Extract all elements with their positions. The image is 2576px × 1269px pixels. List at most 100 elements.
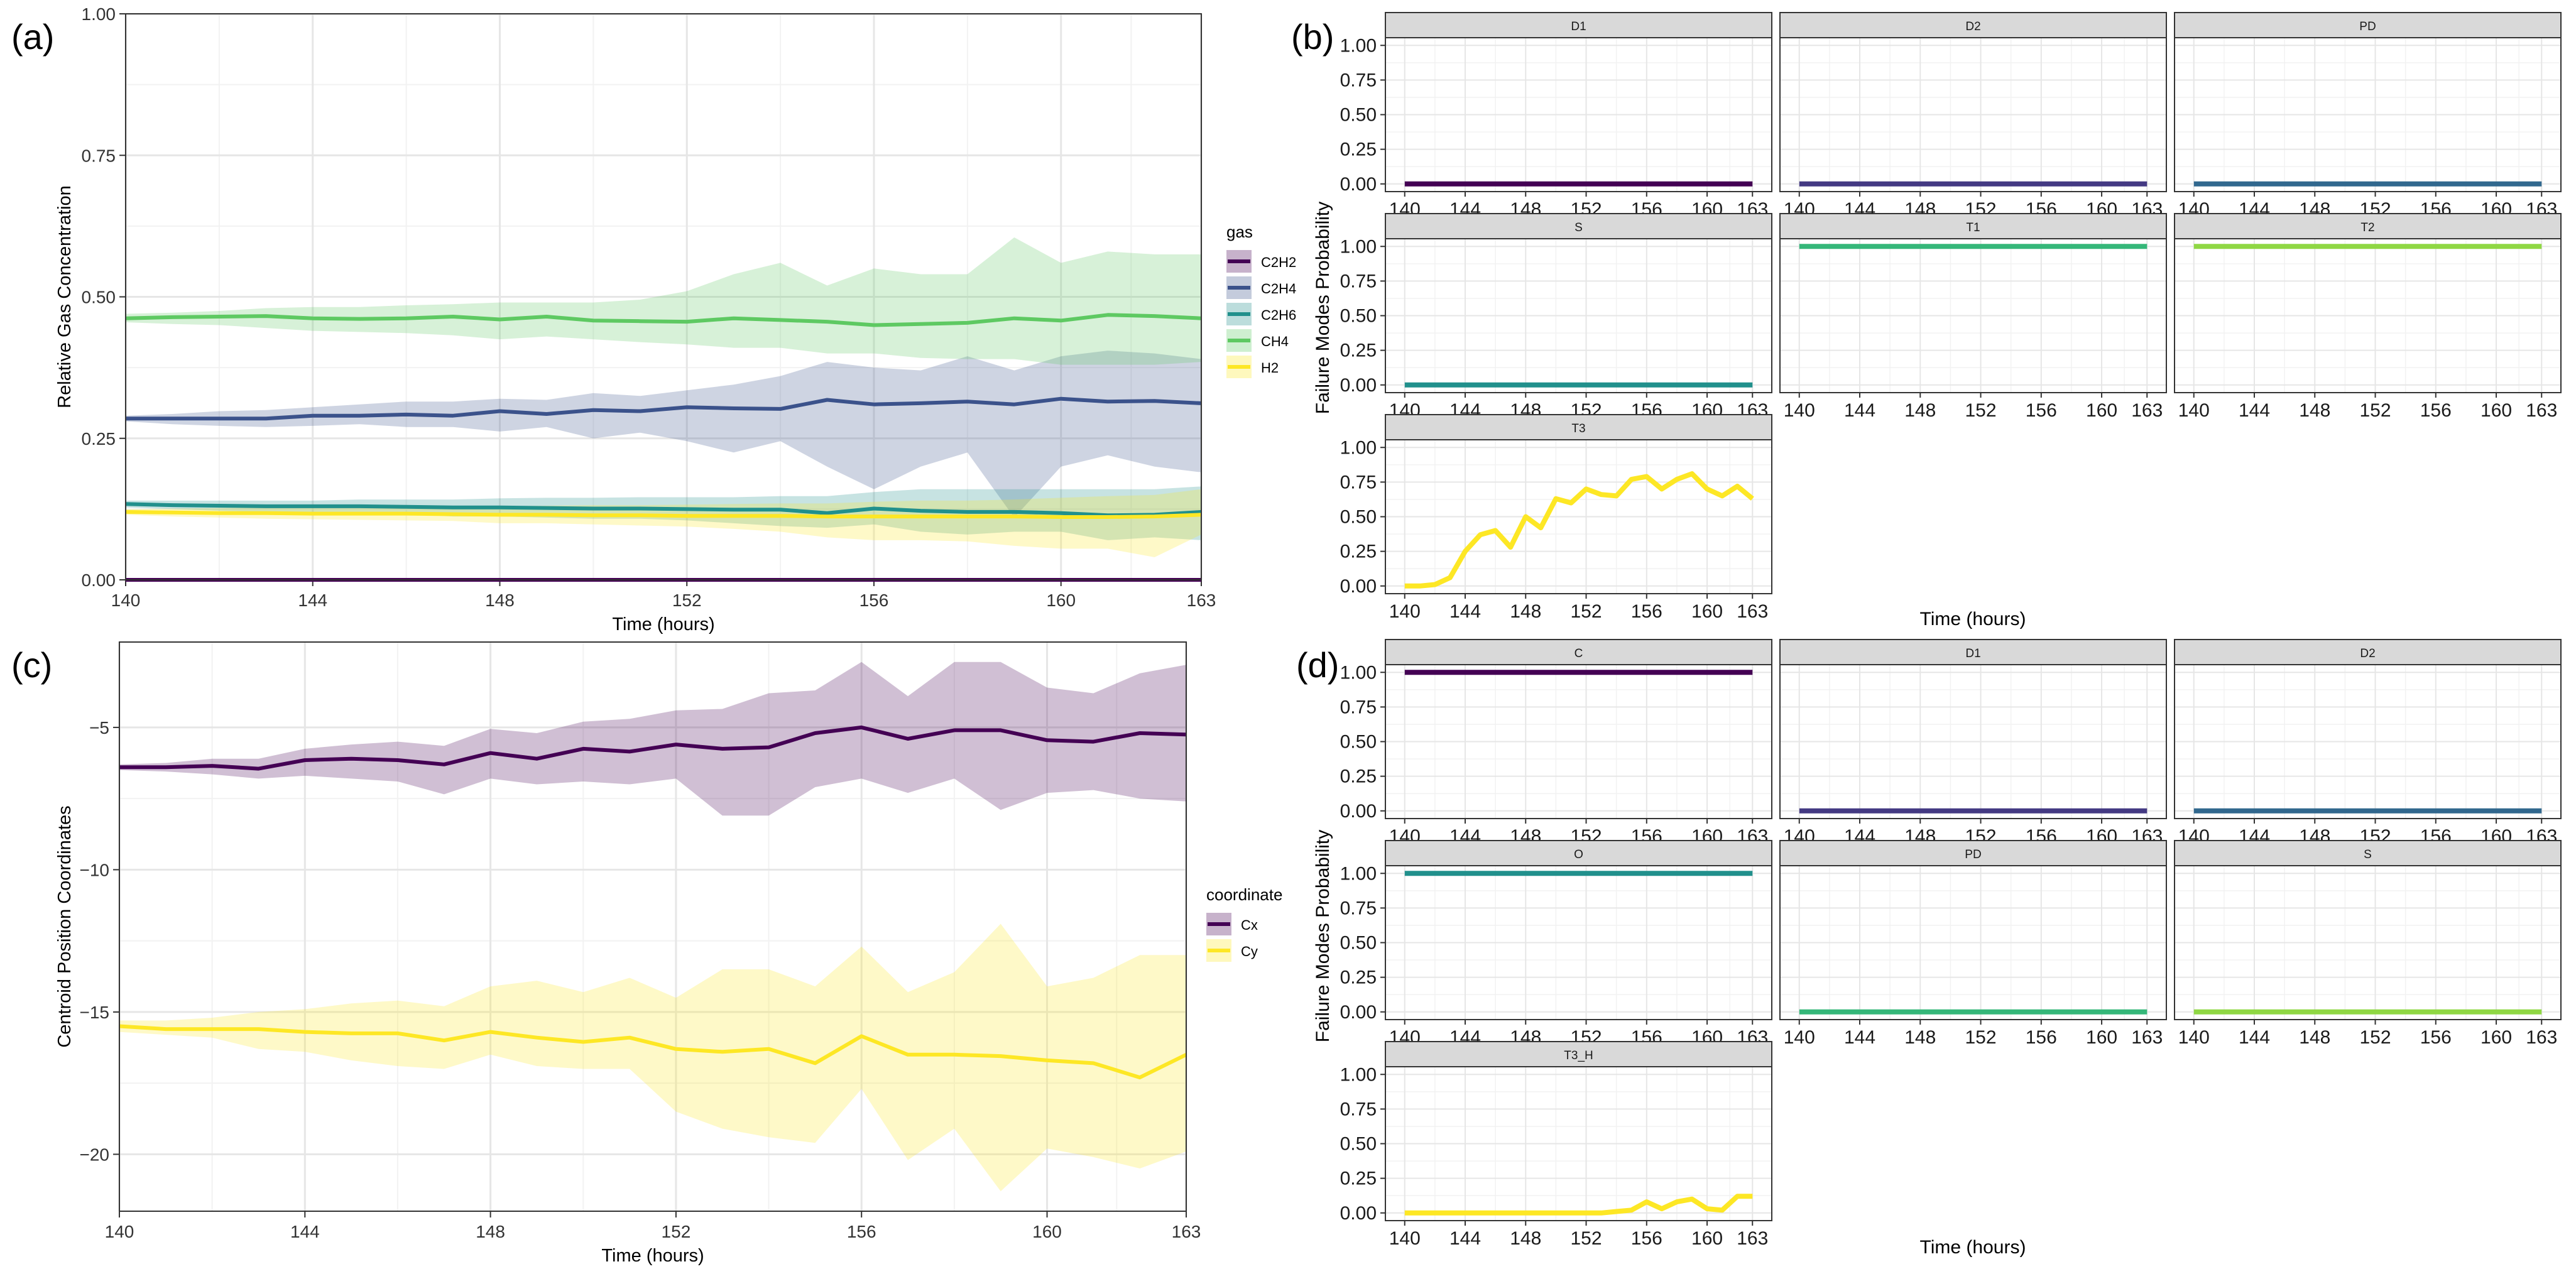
x-tick-label: 152 [662, 1222, 691, 1241]
y-tick-label: 0.25 [1340, 139, 1377, 160]
x-tick-label: 148 [1904, 1027, 1936, 1048]
facet-strip-label: S [1575, 221, 1583, 234]
y-tick-label: 0.50 [1340, 105, 1377, 126]
y-axis-title: Failure Modes Probability [1313, 830, 1333, 1042]
y-tick-label: −20 [80, 1145, 110, 1164]
ribbon-cx [119, 662, 1186, 816]
facet-strip-label: D2 [2360, 647, 2375, 660]
y-tick-label: 0.75 [1340, 472, 1377, 493]
facet-border [1385, 439, 1772, 594]
x-tick-label: 163 [2131, 400, 2163, 421]
facet-border [1385, 664, 1772, 819]
x-tick-label: 140 [1784, 1027, 1815, 1048]
x-tick-label: 152 [1571, 1228, 1602, 1249]
facet-border [2174, 238, 2562, 393]
facet-strip-label: T3_H [1564, 1049, 1593, 1062]
facet-border [2174, 865, 2562, 1020]
facet-border [1385, 238, 1772, 393]
x-tick-label: 163 [2526, 400, 2557, 421]
facet-strip-label: D1 [1571, 20, 1586, 33]
x-tick-label: 163 [2526, 1027, 2557, 1048]
facet-pd: PD 140 144 148 152 156 160 163 [1779, 840, 2167, 1048]
facet-strip [1779, 12, 2167, 38]
x-tick-label: 148 [1510, 601, 1541, 622]
x-tick-label: 144 [2239, 1027, 2270, 1048]
y-tick-label: −10 [80, 860, 110, 880]
y-tick-label: 1.00 [1340, 437, 1377, 458]
facet-strip [2174, 639, 2562, 665]
y-tick-label: 0.75 [1340, 898, 1377, 918]
x-tick-label: 160 [1691, 1228, 1723, 1249]
x-tick-label: 148 [476, 1222, 505, 1241]
facet-strip-label: T2 [2360, 221, 2374, 234]
series-line-ch4 [125, 313, 1202, 327]
x-tick-label: 140 [1784, 400, 1815, 421]
series-line-cx [119, 725, 1187, 771]
plot-border [125, 13, 1202, 580]
x-tick-label: 144 [1844, 1027, 1875, 1048]
y-tick-label: 0.75 [1340, 1099, 1377, 1119]
facet-border [1385, 37, 1772, 192]
facet-t3_h: T3_H 140 144 148 152 156 160 163 0.00 0.25 0.50 0.7… [1340, 1041, 1772, 1249]
x-tick-label: 140 [1389, 601, 1421, 622]
x-tick-label: 144 [1449, 601, 1481, 622]
x-tick-label: 156 [1631, 1228, 1662, 1249]
plot-border [119, 641, 1187, 1212]
x-tick-label: 144 [1449, 1228, 1481, 1249]
y-tick-label: 1.00 [1340, 662, 1377, 683]
y-tick-label: −15 [80, 1003, 110, 1022]
facet-border [2174, 37, 2562, 192]
facet-strip [1779, 840, 2167, 866]
x-tick-label: 152 [2360, 1027, 2391, 1048]
ribbon-ch4 [126, 237, 1201, 365]
x-tick-label: 152 [1965, 400, 1997, 421]
legend-title: coordinate [1206, 885, 1282, 904]
facet-border [1779, 238, 2167, 393]
x-tick-label: 144 [2239, 400, 2270, 421]
y-tick-label: 0.75 [1340, 271, 1377, 291]
x-tick-label: 140 [2178, 1027, 2210, 1048]
x-tick-label: 163 [2131, 1027, 2163, 1048]
ribbon-c2h4 [126, 351, 1201, 518]
y-tick-label: 1.00 [1340, 35, 1377, 56]
x-tick-label: 140 [1389, 1228, 1421, 1249]
y-tick-label: 0.00 [1340, 1203, 1377, 1224]
series-line-cy [119, 1024, 1187, 1080]
y-tick-label: 0.75 [82, 146, 116, 165]
panel-label-b: (b) [1291, 17, 1334, 57]
y-tick-label: 1.00 [82, 4, 116, 24]
x-axis-title: Time (hours) [1920, 609, 2026, 629]
x-tick-label: 140 [105, 1222, 134, 1241]
x-tick-label: 148 [485, 591, 515, 610]
facet-strip-label: D1 [1965, 647, 1980, 660]
facet-border [1779, 37, 2167, 192]
y-tick-label: 0.25 [1340, 340, 1377, 361]
x-tick-label: 163 [1172, 1222, 1201, 1241]
facet-t2: T2 140 144 148 152 156 160 163 [2174, 213, 2562, 421]
x-tick-label: 152 [1571, 601, 1602, 622]
y-tick-label: 0.50 [1340, 507, 1377, 528]
facet-border [1779, 865, 2167, 1020]
ribbon-cy [119, 923, 1186, 1192]
x-tick-label: 156 [847, 1222, 876, 1241]
x-axis-title: Time (hours) [601, 1246, 704, 1266]
y-axis-title: Centroid Position Coordinates [55, 805, 75, 1047]
x-tick-label: 156 [2026, 400, 2057, 421]
x-tick-label: 148 [2299, 1027, 2330, 1048]
x-tick-label: 140 [2178, 400, 2210, 421]
x-tick-label: 156 [2420, 400, 2452, 421]
y-tick-label: 0.50 [1340, 1134, 1377, 1155]
facet-strip-label: T1 [1966, 221, 1980, 234]
facet-s: S 140 144 148 152 156 160 163 [2174, 840, 2562, 1048]
facet-t3: T3 140 144 148 152 156 160 163 0.00 0.25 0.50 0.75 1… [1340, 414, 1772, 622]
y-tick-label: 0.75 [1340, 697, 1377, 717]
facet-strip [2174, 12, 2562, 38]
facet-border [1385, 1066, 1772, 1221]
y-tick-label: 0.50 [1340, 732, 1377, 753]
legend-label-c2h2: C2H2 [1261, 254, 1296, 270]
y-tick-label: 0.25 [1340, 967, 1377, 988]
y-tick-label: 0.00 [1340, 375, 1377, 396]
